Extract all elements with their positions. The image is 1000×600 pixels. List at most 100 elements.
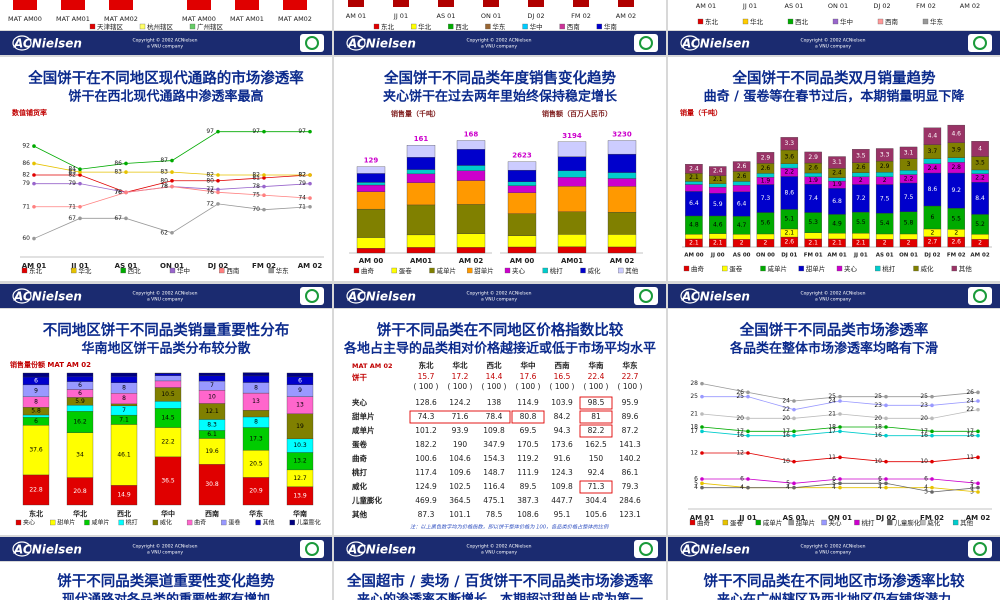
- point: [216, 178, 220, 183]
- data-label: 5: [694, 480, 698, 487]
- x-tick-label: 华北: [73, 509, 87, 518]
- legend-label: 西北: [455, 23, 469, 31]
- point: [124, 161, 128, 166]
- bar-segment: [242, 477, 270, 506]
- badge: [300, 540, 324, 558]
- data-label: 2.9: [761, 154, 771, 161]
- point: [838, 394, 842, 399]
- bar-segment: [557, 141, 587, 157]
- cell-base: ( 100 ): [482, 382, 507, 391]
- point: [32, 173, 36, 177]
- slide-subtitle: 夹心的渗透率不断增长，本期超过甜单片成为第一: [357, 592, 643, 600]
- x-tick-label: AM 01: [346, 12, 366, 20]
- data-label: 5.9: [75, 398, 85, 405]
- point: [746, 416, 750, 421]
- point: [792, 416, 796, 421]
- data-label: 5: [878, 480, 882, 487]
- cell: 101.2: [415, 426, 437, 435]
- total-label: 129: [364, 157, 379, 165]
- slide: [668, 0, 1000, 30]
- legend-label: 华南: [604, 22, 618, 31]
- data-label: 4.9: [832, 220, 842, 227]
- copyright: Copyright © 2002 ACNielsen: [467, 37, 532, 44]
- x-tick-label: 华南: [293, 509, 307, 518]
- bar-segment: [198, 438, 226, 465]
- data-label: 8.6: [928, 186, 938, 193]
- panel-label: 销售额（百万人民币）: [541, 109, 612, 118]
- data-label: 10: [920, 458, 928, 465]
- data-label: 87: [160, 157, 168, 164]
- highlight-box: [579, 480, 613, 494]
- banner: [334, 284, 666, 308]
- legend-swatch: [952, 519, 959, 526]
- point: [746, 394, 750, 399]
- point: [216, 202, 220, 206]
- data-label: 4: [740, 484, 744, 491]
- bar-segment: [198, 372, 226, 376]
- bar-segment: [242, 372, 270, 377]
- row-label: 夹心: [352, 397, 367, 407]
- point: [838, 485, 842, 490]
- point: [976, 485, 980, 490]
- legend-swatch: [71, 267, 77, 274]
- cell: 475.1: [483, 496, 505, 505]
- column-header: 华中: [521, 360, 536, 370]
- cell-base: ( 100 ): [516, 382, 541, 391]
- data-label: 13: [252, 398, 260, 405]
- data-label: 2: [740, 240, 744, 247]
- cell-base: ( 100 ): [618, 382, 643, 391]
- legend-label: 威化: [588, 266, 602, 275]
- legend-label: 咸单片: [437, 266, 457, 275]
- legend-swatch: [821, 519, 827, 526]
- legend-swatch: [877, 18, 884, 25]
- data-label: 7.2: [856, 195, 866, 202]
- x-tick-label: ON 01: [481, 12, 501, 20]
- data-label: 71: [68, 203, 76, 210]
- legend-label: 华中: [177, 266, 190, 275]
- cell: 81: [591, 412, 601, 421]
- point: [32, 144, 36, 148]
- x-tick-label: DJ 02: [208, 262, 229, 270]
- highlight-box: [579, 410, 613, 424]
- legend-label: 桃打: [882, 264, 896, 273]
- data-label: 2.1: [713, 176, 723, 183]
- point: [884, 459, 888, 464]
- cell: 93.9: [452, 426, 469, 435]
- bar-segment: [607, 186, 637, 213]
- data-label: 17.3: [249, 435, 263, 442]
- data-label: 9: [298, 387, 302, 394]
- badge: [300, 34, 324, 52]
- cell: 95.1: [554, 510, 571, 519]
- logo-ring: [680, 541, 700, 557]
- bar-segment: [923, 127, 942, 145]
- cell: 71.6: [452, 412, 469, 421]
- legend-label: 曲奇: [691, 264, 705, 273]
- legend-swatch: [255, 519, 261, 526]
- data-label: 71: [22, 203, 30, 210]
- y-axis-label: 数值铺货率: [12, 108, 47, 117]
- bar-segment: [66, 432, 94, 478]
- bar-segment: [732, 185, 751, 192]
- legend-label: 曲奇: [194, 519, 206, 527]
- bar-segment: [557, 170, 587, 178]
- data-label: 2.7: [928, 238, 938, 245]
- cell: 109.8: [551, 482, 573, 491]
- banner: [0, 537, 332, 561]
- legend-swatch: [542, 267, 548, 274]
- point: [976, 490, 980, 494]
- data-label: 8: [34, 399, 38, 406]
- data-label: 6.8: [832, 198, 842, 205]
- bar-segment: [709, 166, 727, 176]
- data-label: 2.1: [856, 239, 866, 246]
- point: [884, 403, 888, 408]
- row-label: 甜单片: [352, 411, 375, 421]
- data-label: 79: [68, 180, 76, 187]
- legend-label: 桃打: [861, 518, 875, 527]
- bar-segment: [804, 172, 822, 177]
- cell: 92.4: [588, 468, 605, 477]
- data-label: 10.5: [161, 391, 175, 398]
- cell: 114.9: [517, 398, 539, 407]
- legend-label: 夹心: [829, 518, 843, 527]
- data-label: 5: [786, 480, 790, 487]
- legend-swatch: [189, 23, 196, 30]
